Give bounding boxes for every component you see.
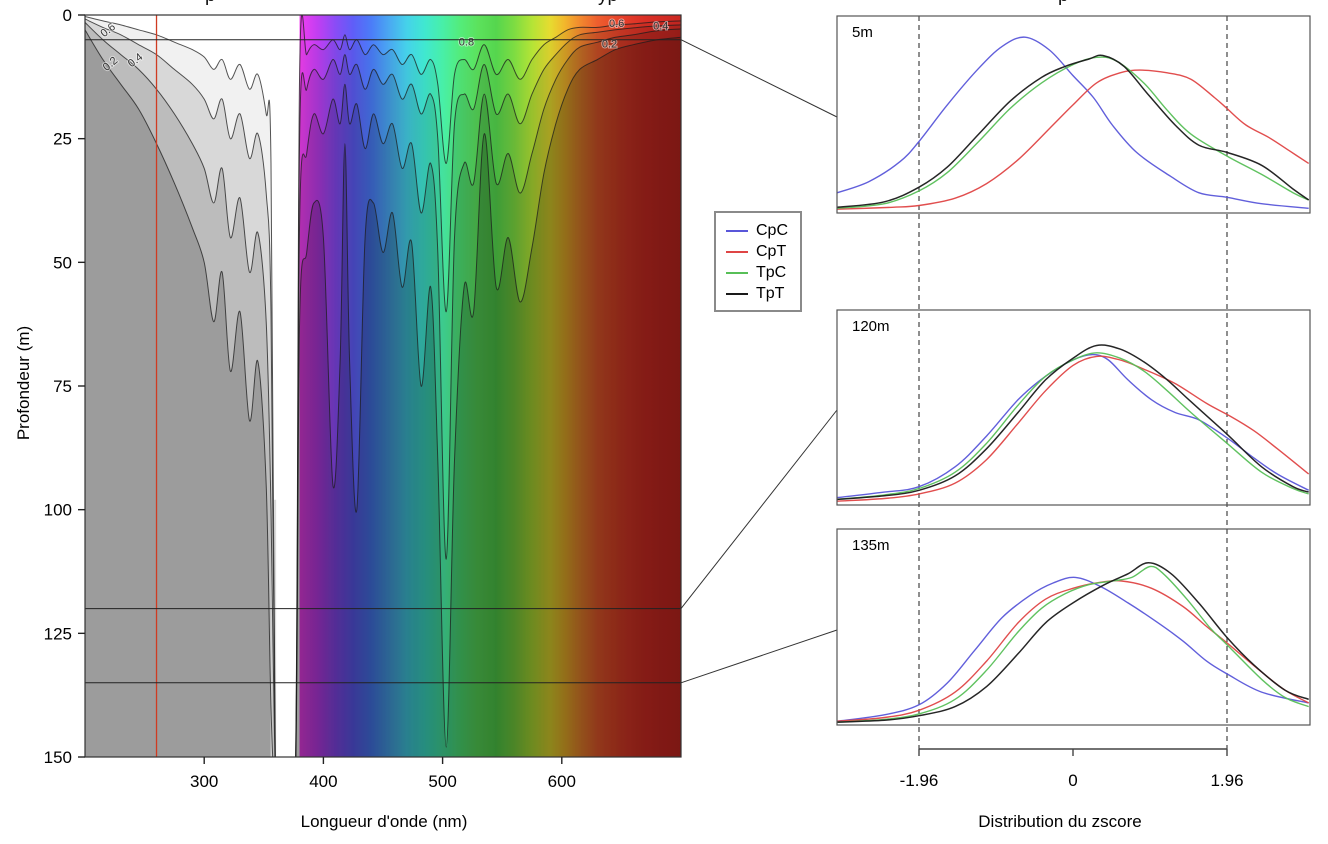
density-panel-border — [836, 15, 1311, 214]
cropped-title-fragment: p — [1058, 0, 1069, 7]
legend-line-swatch-cpc — [726, 229, 748, 232]
density-curve-CpC — [837, 576, 1309, 722]
x-axis-title-zscore: Distribution du zscore — [978, 812, 1142, 831]
panel-depth-label-5m: 5m — [852, 24, 873, 41]
density-curve-CpT — [837, 355, 1310, 502]
x-axis-title-wavelength: Longueur d'onde (nm) — [300, 812, 468, 831]
legend-item: TpC — [726, 262, 800, 283]
legend-line-swatch-tpc — [726, 271, 748, 274]
density-curve-CpC — [837, 36, 1309, 209]
density-curve-CpT — [837, 69, 1310, 210]
x-axis-tick-label: 300 — [190, 772, 218, 791]
panel-depth-label-120m: 120m — [852, 318, 890, 335]
y-axis-tick-label: 0 — [63, 6, 72, 25]
y-axis-tick-label: 125 — [44, 624, 72, 643]
contour-band-0.4 — [85, 22, 681, 757]
density-panel-background — [837, 529, 1310, 725]
legend-line-swatch-tpt — [726, 292, 748, 295]
zscore-tick-label: -1.96 — [900, 771, 939, 790]
density-panel-background — [837, 310, 1310, 505]
contour-label: 0.6 — [609, 18, 624, 30]
density-curve-TpC — [837, 56, 1309, 209]
y-axis-title: Profondeur (m) — [14, 325, 33, 441]
legend-item: CpT — [726, 241, 800, 262]
legend-line-swatch-cpt — [726, 250, 748, 253]
legend-item-label: TpC — [756, 263, 787, 281]
zscore-tick-label: 1.96 — [1210, 771, 1243, 790]
left-plot-axes: 0 25 50 75 100 125 150 300 400 500 600 — [44, 6, 576, 791]
density-curve-TpT — [837, 562, 1309, 723]
contour-line-0.8 — [85, 15, 681, 757]
contour-line-0.2 — [85, 29, 681, 757]
contour-label: 0.4 — [653, 20, 668, 32]
zscore-density-120m — [837, 344, 1310, 502]
y-axis-tick-label: 75 — [53, 377, 72, 396]
contour-lines — [85, 15, 681, 757]
panel-connector-line — [680, 409, 838, 609]
contour-label: 0.2 — [602, 39, 617, 51]
legend-item-label: TpT — [756, 284, 785, 302]
uv-window-strip — [270, 479, 273, 757]
zscore-tick-label: 0 — [1068, 771, 1077, 790]
contour-line-0.6 — [85, 18, 681, 757]
density-panel-background — [837, 16, 1310, 213]
density-curve-TpT — [837, 344, 1309, 501]
panel-depth-label-135m: 135m — [852, 537, 890, 554]
x-axis-tick-label: 600 — [548, 772, 576, 791]
contour-label: 0.8 — [459, 37, 474, 49]
panel-connector-line — [680, 629, 838, 684]
legend-item: CpC — [726, 220, 800, 241]
zscore-density-5m — [837, 36, 1310, 210]
legend-item: TpT — [726, 283, 800, 304]
zscore-density-135m — [837, 562, 1310, 723]
contour-band-0.6 — [85, 19, 681, 757]
x-axis-tick-label: 500 — [428, 772, 456, 791]
y-axis-tick-label: 25 — [53, 130, 72, 149]
density-curve-TpT — [837, 54, 1310, 209]
cropped-title-fragment: yp — [598, 0, 618, 7]
legend: CpC CpT TpC TpT — [714, 211, 802, 312]
x-axis-tick-label: 400 — [309, 772, 337, 791]
cropped-title-fragment: p — [205, 0, 216, 7]
contour-band-0.2 — [85, 29, 681, 757]
contour-line-0.4 — [85, 22, 681, 757]
density-panel-border — [836, 528, 1311, 726]
density-curve-TpC — [837, 352, 1309, 501]
y-axis-tick-label: 100 — [44, 501, 72, 520]
density-panel-border — [836, 309, 1311, 506]
y-axis-tick-label: 150 — [44, 748, 72, 767]
uv-window-strip — [274, 499, 277, 757]
legend-item-label: CpC — [756, 221, 789, 239]
legend-item-label: CpT — [756, 242, 787, 260]
panel-connector-line — [680, 39, 838, 118]
contour-band-0.8 — [85, 15, 681, 757]
y-axis-tick-label: 50 — [53, 253, 72, 272]
contour-bands — [85, 15, 681, 757]
